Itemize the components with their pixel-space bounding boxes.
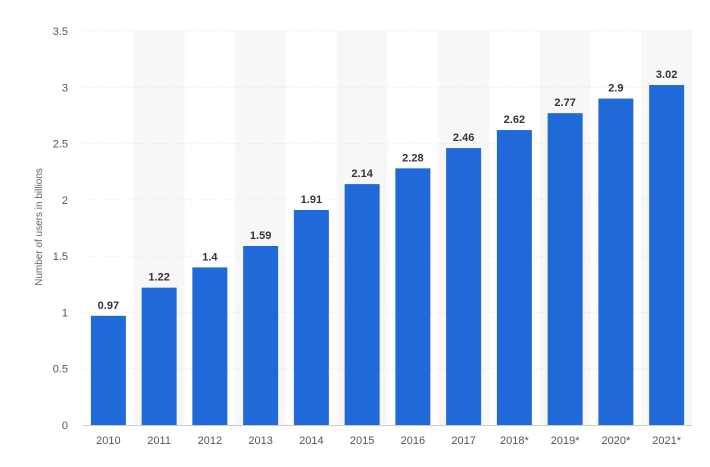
data-label: 2.62 (504, 114, 525, 126)
data-label: 1.4 (202, 251, 218, 263)
x-tick-label: 2019* (551, 435, 580, 447)
y-tick-label: 1.5 (53, 251, 68, 263)
bar-2010[interactable] (90, 315, 126, 425)
x-tick-label: 2018* (500, 435, 529, 447)
y-tick-label: 3 (62, 82, 68, 94)
data-label: 1.22 (148, 272, 169, 284)
data-label: 3.02 (656, 69, 677, 81)
y-axis-ticks: 0 0.5 1 1.5 2 2.5 3 3.5 (53, 26, 68, 432)
y-tick-label: 0.5 (53, 364, 68, 376)
x-tick-label: 2021* (652, 435, 681, 447)
bar-2013[interactable] (243, 246, 279, 425)
bars (90, 85, 685, 426)
gridlines (83, 30, 692, 426)
bar-2014[interactable] (293, 209, 329, 425)
data-label: 0.97 (98, 300, 119, 312)
x-tick-label: 2012 (198, 435, 222, 447)
bar-2017[interactable] (446, 148, 482, 425)
x-tick-label: 2017 (451, 435, 475, 447)
data-label: 2.46 (453, 132, 474, 144)
data-labels: 0.97 1.22 1.4 1.59 1.91 2.14 2.28 2.46 2.62 2.77 2… (98, 69, 678, 312)
data-label: 2.28 (402, 152, 423, 164)
bar-2015[interactable] (344, 184, 380, 425)
x-tick-label: 2010 (96, 435, 120, 447)
y-tick-label: 2.5 (53, 139, 68, 151)
y-axis-title: Number of users in billions (34, 168, 45, 286)
bar-2016[interactable] (395, 168, 431, 425)
data-label: 1.91 (301, 194, 322, 206)
bar-2021[interactable] (649, 85, 685, 425)
bar-2019[interactable] (547, 113, 583, 426)
x-axis-ticks: 2010 2011 2012 2013 2014 2015 2016 2017 2018* 201… (96, 435, 682, 447)
bar-2011[interactable] (141, 287, 177, 425)
bar-2018[interactable] (496, 130, 532, 425)
y-tick-label: 0 (62, 420, 68, 432)
data-label: 2.14 (351, 168, 373, 180)
data-label: 2.77 (554, 97, 575, 109)
x-tick-label: 2016 (401, 435, 425, 447)
x-tick-label: 2014 (299, 435, 323, 447)
y-tick-label: 1 (62, 307, 68, 319)
y-tick-label: 2 (62, 195, 68, 207)
y-tick-label: 3.5 (53, 26, 68, 38)
bar-2012[interactable] (192, 267, 228, 425)
bar-2020[interactable] (598, 98, 634, 426)
data-label: 1.59 (250, 230, 271, 242)
x-tick-label: 2015 (350, 435, 374, 447)
x-tick-label: 2011 (147, 435, 171, 447)
data-label: 2.9 (608, 83, 623, 95)
x-tick-label: 2013 (248, 435, 272, 447)
x-tick-label: 2020* (601, 435, 630, 447)
